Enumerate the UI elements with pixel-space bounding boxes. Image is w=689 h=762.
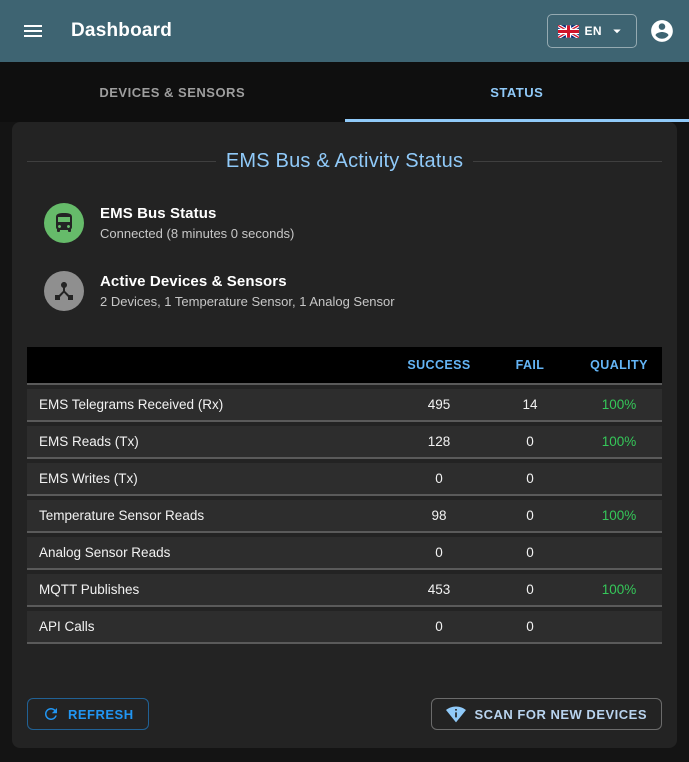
scan-button-label: SCAN FOR NEW DEVICES [474, 706, 647, 722]
app-bar: Dashboard EN [0, 0, 689, 62]
table-row: EMS Writes (Tx) 0 0 [27, 463, 662, 496]
refresh-button-label: REFRESH [68, 706, 134, 722]
table-cell-quality: 100% [601, 434, 637, 449]
tab-bar: DEVICES & SENSORS STATUS [0, 62, 689, 122]
uk-flag-icon [557, 24, 579, 38]
table-cell-success: 495 [427, 397, 451, 412]
device-hub-icon [44, 271, 84, 311]
language-selector[interactable]: EN [546, 14, 637, 48]
activity-stats-table: SUCCESS FAIL QUALITY EMS Telegrams Recei… [27, 347, 662, 648]
page-title: Dashboard [71, 20, 173, 41]
table-cell-label: EMS Reads (Tx) [39, 434, 139, 449]
active-devices-subtitle: 2 Devices, 1 Temperature Sensor, 1 Analo… [100, 294, 395, 309]
table-cell-success: 128 [427, 434, 451, 449]
hamburger-menu-icon[interactable] [17, 15, 49, 47]
column-header-success: SUCCESS [407, 358, 471, 372]
table-row: MQTT Publishes 453 0 100% [27, 574, 662, 607]
table-cell-success: 0 [435, 471, 443, 486]
table-cell-fail: 0 [526, 508, 534, 523]
column-header-quality: QUALITY [590, 358, 648, 372]
column-header-fail: FAIL [515, 358, 545, 372]
refresh-icon [42, 705, 60, 723]
table-cell-label: Analog Sensor Reads [39, 545, 171, 560]
card-title: EMS Bus & Activity Status [225, 150, 464, 172]
tab-devices-sensors[interactable]: DEVICES & SENSORS [99, 84, 246, 100]
table-cell-success: 0 [435, 619, 443, 634]
bus-icon [44, 203, 84, 243]
table-row: EMS Reads (Tx) 128 0 100% [27, 426, 662, 459]
active-devices-title: Active Devices & Sensors [100, 273, 287, 290]
active-devices-item: Active Devices & Sensors 2 Devices, 1 Te… [44, 271, 662, 311]
table-cell-success: 0 [435, 545, 443, 560]
table-cell-label: MQTT Publishes [39, 582, 140, 597]
table-cell-fail: 0 [526, 545, 534, 560]
table-cell-success: 453 [427, 582, 451, 597]
ems-bus-status-item: EMS Bus Status Connected (8 minutes 0 se… [44, 203, 662, 243]
refresh-button[interactable]: REFRESH [27, 698, 149, 730]
language-code: EN [584, 24, 602, 38]
table-cell-fail: 0 [526, 619, 534, 634]
status-list: EMS Bus Status Connected (8 minutes 0 se… [44, 203, 662, 339]
scan-for-new-devices-button[interactable]: SCAN FOR NEW DEVICES [431, 698, 662, 730]
table-cell-fail: 0 [526, 434, 534, 449]
table-cell-label: EMS Telegrams Received (Rx) [39, 397, 224, 412]
user-avatar-icon[interactable] [647, 16, 677, 46]
table-row: Analog Sensor Reads 0 0 [27, 537, 662, 570]
table-cell-label: EMS Writes (Tx) [39, 471, 138, 486]
ems-bus-status-title: EMS Bus Status [100, 205, 217, 222]
status-card: EMS Bus & Activity Status EMS Bus Status… [12, 122, 677, 748]
table-cell-fail: 14 [522, 397, 538, 412]
table-row: Temperature Sensor Reads 98 0 100% [27, 500, 662, 533]
stats-table-body: EMS Telegrams Received (Rx) 495 14 100% EMS … [27, 389, 662, 644]
table-row: API Calls 0 0 [27, 611, 662, 644]
scan-wifi-icon [446, 704, 467, 724]
table-cell-quality: 100% [601, 397, 637, 412]
table-cell-label: Temperature Sensor Reads [39, 508, 205, 523]
ems-bus-status-subtitle: Connected (8 minutes 0 seconds) [100, 226, 295, 241]
table-cell-quality: 100% [601, 582, 637, 597]
card-title-divider: EMS Bus & Activity Status [27, 150, 662, 173]
table-cell-success: 98 [431, 508, 447, 523]
table-header-row: SUCCESS FAIL QUALITY [27, 347, 662, 385]
card-footer: REFRESH SCAN FOR NEW DEVICES [27, 684, 662, 730]
table-cell-fail: 0 [526, 582, 534, 597]
table-cell-fail: 0 [526, 471, 534, 486]
tab-status[interactable]: STATUS [344, 62, 689, 122]
table-cell-quality: 100% [601, 508, 637, 523]
table-row: EMS Telegrams Received (Rx) 495 14 100% [27, 389, 662, 422]
table-cell-label: API Calls [39, 619, 95, 634]
chevron-down-icon [608, 22, 626, 40]
